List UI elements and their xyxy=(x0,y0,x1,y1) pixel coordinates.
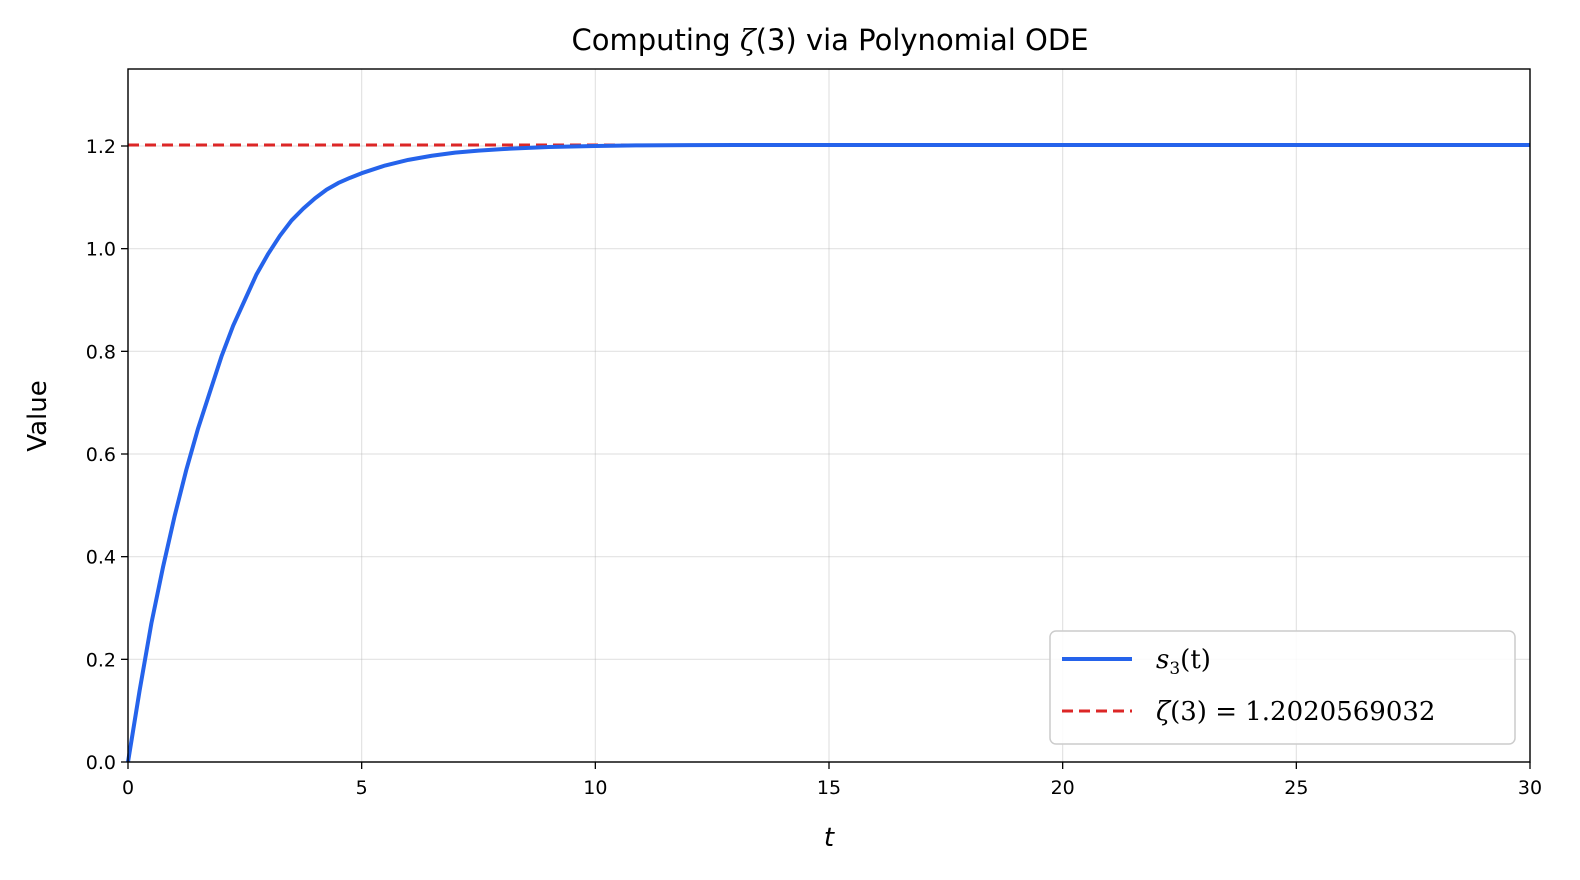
x-axis-label: t xyxy=(824,823,835,853)
y-tick-label-4: 0.8 xyxy=(86,341,116,363)
legend-label-zeta3: ζ(3) = 1.2020569032 xyxy=(1156,697,1435,727)
legend: s3(t) ζ(3) = 1.2020569032 xyxy=(1049,630,1516,745)
x-tick-label-4: 20 xyxy=(1051,777,1075,799)
series-line-s3 xyxy=(126,142,1530,763)
x-tick-label-2: 10 xyxy=(583,777,607,799)
y-tick-label-5: 1.0 xyxy=(86,239,116,261)
y-tick-label-3: 0.6 xyxy=(86,444,116,466)
ticks: 0 5 10 15 20 25 30 0.0 0.2 0.4 0.6 0.8 1.0 1.2 xyxy=(86,136,1542,799)
x-tick-label-6: 30 xyxy=(1518,777,1542,799)
legend-label-s3: s3(t) xyxy=(1156,645,1211,679)
y-tick-label-1: 0.2 xyxy=(86,649,116,671)
y-axis-label: Value xyxy=(23,380,53,451)
x-tick-label-1: 5 xyxy=(356,777,368,799)
y-tick-label-6: 1.2 xyxy=(86,136,116,158)
legend-box xyxy=(1049,630,1516,745)
chart-title: Computing ζ(3) via Polynomial ODE xyxy=(571,23,1088,57)
x-tick-label-5: 25 xyxy=(1284,777,1308,799)
y-tick-label-2: 0.4 xyxy=(86,547,116,569)
x-tick-label-3: 15 xyxy=(817,777,841,799)
series-layer xyxy=(126,142,1530,763)
x-tick-label-0: 0 xyxy=(122,777,134,799)
y-tick-label-0: 0.0 xyxy=(86,752,116,774)
